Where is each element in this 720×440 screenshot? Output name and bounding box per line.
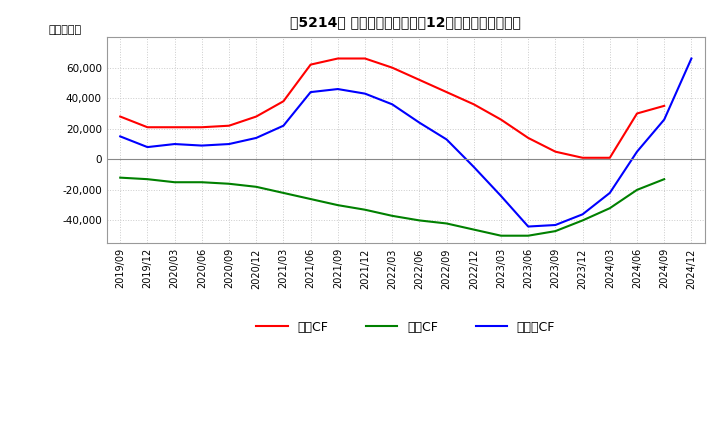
- フリーCF: [442, 137, 451, 142]
- 営業CF: [143, 125, 152, 130]
- Line: フリーCF: フリーCF: [120, 59, 691, 227]
- フリーCF: [660, 117, 669, 122]
- Y-axis label: （百万円）: （百万円）: [48, 25, 81, 35]
- 投資CF: [333, 202, 342, 208]
- 投資CF: [469, 227, 478, 232]
- 営業CF: [225, 123, 233, 128]
- 営業CF: [333, 56, 342, 61]
- 営業CF: [469, 102, 478, 107]
- フリーCF: [361, 91, 369, 96]
- 営業CF: [306, 62, 315, 67]
- 投資CF: [633, 187, 642, 193]
- 投資CF: [116, 175, 125, 180]
- 投資CF: [497, 233, 505, 238]
- 営業CF: [197, 125, 206, 130]
- Line: 営業CF: 営業CF: [120, 59, 665, 158]
- フリーCF: [171, 141, 179, 147]
- フリーCF: [388, 102, 397, 107]
- 投資CF: [252, 184, 261, 190]
- フリーCF: [606, 190, 614, 195]
- フリーCF: [116, 134, 125, 139]
- フリーCF: [333, 86, 342, 92]
- 投資CF: [524, 233, 533, 238]
- フリーCF: [578, 212, 587, 217]
- 投資CF: [551, 228, 559, 234]
- 投資CF: [225, 181, 233, 187]
- 営業CF: [660, 103, 669, 109]
- フリーCF: [143, 144, 152, 150]
- 投資CF: [143, 176, 152, 182]
- 投資CF: [606, 205, 614, 211]
- フリーCF: [687, 56, 696, 61]
- 営業CF: [361, 56, 369, 61]
- 投資CF: [279, 190, 288, 195]
- 投資CF: [361, 207, 369, 213]
- 営業CF: [415, 77, 424, 83]
- 営業CF: [578, 155, 587, 161]
- フリーCF: [469, 164, 478, 169]
- フリーCF: [497, 193, 505, 198]
- 営業CF: [116, 114, 125, 119]
- 営業CF: [497, 117, 505, 122]
- 営業CF: [388, 65, 397, 70]
- フリーCF: [524, 224, 533, 229]
- フリーCF: [279, 123, 288, 128]
- フリーCF: [225, 141, 233, 147]
- 投資CF: [660, 176, 669, 182]
- フリーCF: [551, 222, 559, 227]
- フリーCF: [197, 143, 206, 148]
- Legend: 営業CF, 投資CF, フリーCF: 営業CF, 投資CF, フリーCF: [251, 315, 560, 338]
- 営業CF: [442, 89, 451, 95]
- 投資CF: [388, 213, 397, 219]
- 投資CF: [197, 180, 206, 185]
- 投資CF: [306, 196, 315, 202]
- 投資CF: [415, 218, 424, 223]
- フリーCF: [633, 149, 642, 154]
- 投資CF: [442, 221, 451, 226]
- 営業CF: [524, 135, 533, 140]
- フリーCF: [306, 89, 315, 95]
- 営業CF: [551, 149, 559, 154]
- Line: 投資CF: 投資CF: [120, 178, 665, 236]
- 営業CF: [279, 99, 288, 104]
- Title: 【5214】 キャッシュフローの12か月移動合計の推移: 【5214】 キャッシュフローの12か月移動合計の推移: [290, 15, 521, 29]
- 営業CF: [252, 114, 261, 119]
- 営業CF: [633, 111, 642, 116]
- フリーCF: [415, 120, 424, 125]
- 投資CF: [578, 218, 587, 223]
- 営業CF: [606, 155, 614, 161]
- 営業CF: [171, 125, 179, 130]
- 投資CF: [171, 180, 179, 185]
- フリーCF: [252, 135, 261, 140]
